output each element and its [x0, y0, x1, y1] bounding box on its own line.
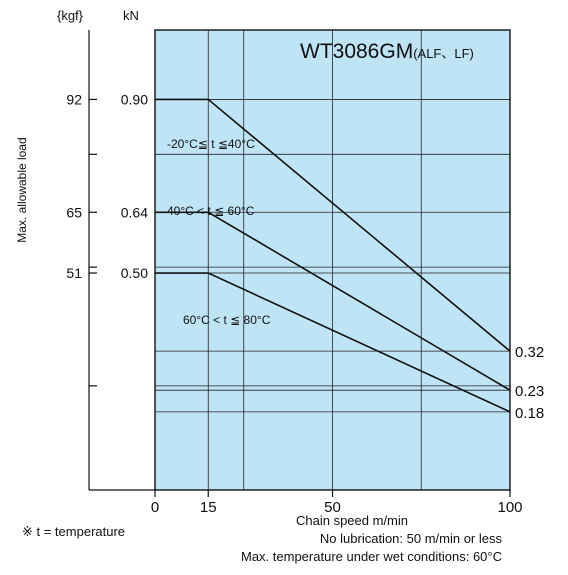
- unit-kn: kN: [123, 8, 139, 23]
- y-tick-label-kn: 0.64: [121, 204, 148, 220]
- unit-kgf: {kgf}: [57, 8, 84, 23]
- y-axis-label: Max. allowable load: [15, 137, 29, 242]
- series-label-3: 60°C < t ≦ 80°C: [183, 313, 271, 327]
- wet-conditions-note: Max. temperature under wet conditions: 6…: [241, 549, 502, 564]
- x-tick-label: 15: [200, 499, 217, 516]
- series-line-3: [155, 272, 511, 413]
- chart-title-suffix: (ALF、LF): [413, 46, 474, 61]
- x-tick-label: 0: [151, 499, 159, 516]
- series-end-label-1: 0.32: [515, 344, 544, 361]
- x-axis-label: Chain speed m/min: [296, 513, 408, 528]
- x-tick-label: 50: [324, 499, 341, 516]
- y-tick-label-kn: 0.90: [121, 91, 148, 107]
- y-tick-label-kgf: 92: [66, 91, 82, 107]
- series-label-1: -20°C≦ t ≦40°C: [167, 137, 255, 151]
- y-tick-label-kgf: 65: [66, 204, 82, 220]
- temperature-note: ※ t = temperature: [22, 524, 126, 539]
- y-tick-label-kgf: 51: [66, 265, 82, 281]
- series-line-1: [155, 98, 511, 352]
- y-tick-label-kn: 0.50: [121, 265, 148, 281]
- x-tick-label: 100: [497, 499, 522, 516]
- series-end-label-2: 0.23: [515, 383, 544, 400]
- series: [155, 98, 511, 413]
- series-end-label-3: 0.18: [515, 405, 544, 422]
- chart-title: WT3086GM(ALF、LF): [300, 40, 474, 63]
- axes: [88, 29, 511, 497]
- series-line-2: [155, 211, 511, 391]
- series-label-2: 40°C < t ≦ 60°C: [167, 204, 255, 218]
- labels: WT3086GM(ALF、LF) {kgf} kN 92 0.90 65 0.64 51 0.5…: [15, 8, 544, 528]
- lubrication-note: No lubrication: 50 m/min or less: [319, 531, 502, 546]
